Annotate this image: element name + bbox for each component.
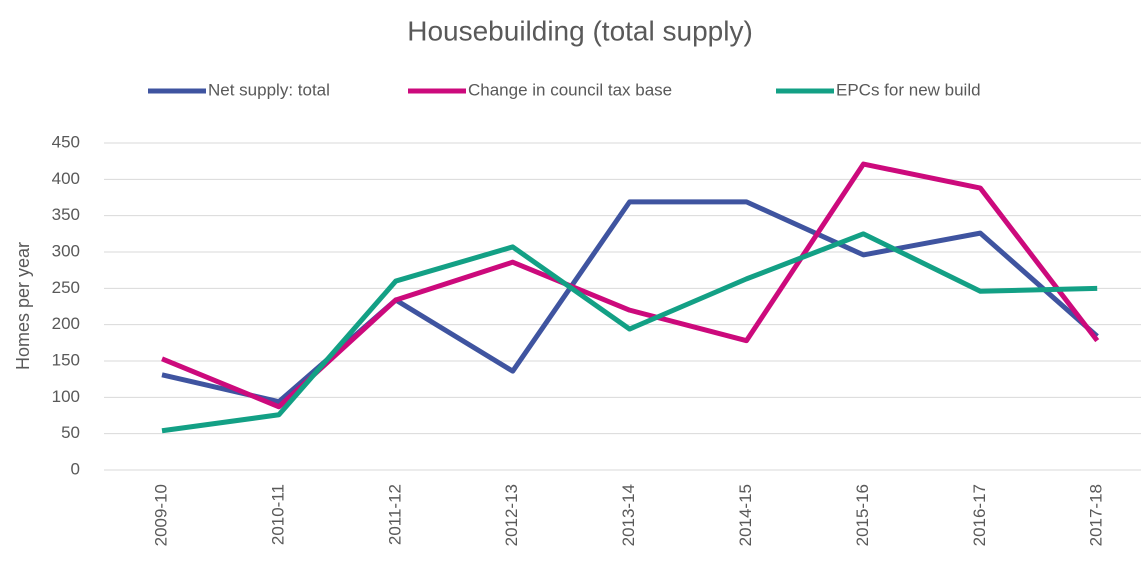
x-tick-label: 2014-15 — [736, 484, 755, 546]
x-tick-label: 2017-18 — [1087, 484, 1106, 546]
x-tick-label: 2012-13 — [502, 484, 521, 546]
legend-label: EPCs for new build — [836, 80, 981, 99]
y-tick-label: 400 — [52, 169, 80, 188]
x-tick-label: 2010-11 — [268, 484, 287, 545]
y-tick-label: 300 — [52, 241, 80, 260]
x-tick-label: 2015-16 — [853, 484, 872, 546]
y-tick-label: 50 — [61, 423, 80, 442]
y-tick-label: 0 — [71, 459, 80, 478]
y-axis-label: Homes per year — [13, 242, 33, 370]
line-series — [161, 199, 1099, 405]
y-tick-label: 250 — [52, 278, 80, 297]
line-series — [161, 231, 1098, 434]
legend-label: Change in council tax base — [468, 80, 672, 99]
x-tick-label: 2011-12 — [385, 484, 404, 545]
y-tick-label: 200 — [52, 314, 80, 333]
legend-label: Net supply: total — [208, 80, 330, 99]
x-tick-label: 2009-10 — [151, 484, 170, 546]
x-tick-label: 2013-14 — [619, 484, 638, 546]
x-tick-label: 2016-17 — [970, 484, 989, 546]
y-tick-label: 100 — [52, 387, 80, 406]
y-tick-label: 350 — [52, 205, 80, 224]
chart-title: Housebuilding (total supply) — [407, 15, 753, 46]
y-tick-label: 150 — [52, 350, 80, 369]
y-tick-label: 450 — [52, 132, 80, 151]
